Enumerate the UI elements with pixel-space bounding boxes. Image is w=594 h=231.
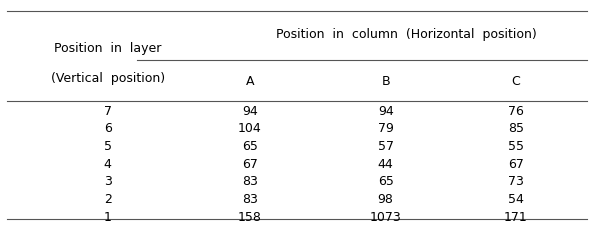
Text: 54: 54 xyxy=(508,192,524,205)
Text: 85: 85 xyxy=(508,122,524,135)
Text: 98: 98 xyxy=(378,192,394,205)
Text: 2: 2 xyxy=(104,192,112,205)
Text: 6: 6 xyxy=(104,122,112,135)
Text: 1073: 1073 xyxy=(370,210,402,223)
Text: 67: 67 xyxy=(242,157,258,170)
Text: B: B xyxy=(381,75,390,88)
Text: 104: 104 xyxy=(238,122,261,135)
Text: 171: 171 xyxy=(504,210,527,223)
Text: 65: 65 xyxy=(242,139,258,152)
Text: 94: 94 xyxy=(378,104,394,117)
Text: Position  in  layer: Position in layer xyxy=(54,42,162,55)
Text: 76: 76 xyxy=(508,104,524,117)
Text: 5: 5 xyxy=(104,139,112,152)
Text: Position  in  column  (Horizontal  position): Position in column (Horizontal position) xyxy=(276,28,537,41)
Text: 79: 79 xyxy=(378,122,394,135)
Text: 7: 7 xyxy=(104,104,112,117)
Text: 1: 1 xyxy=(104,210,112,223)
Text: 44: 44 xyxy=(378,157,394,170)
Text: 83: 83 xyxy=(242,175,258,188)
Text: 55: 55 xyxy=(508,139,524,152)
Text: 4: 4 xyxy=(104,157,112,170)
Text: 83: 83 xyxy=(242,192,258,205)
Text: 65: 65 xyxy=(378,175,394,188)
Text: 3: 3 xyxy=(104,175,112,188)
Text: A: A xyxy=(245,75,254,88)
Text: 73: 73 xyxy=(508,175,524,188)
Text: 67: 67 xyxy=(508,157,524,170)
Text: 57: 57 xyxy=(378,139,394,152)
Text: (Vertical  position): (Vertical position) xyxy=(50,71,165,84)
Text: 158: 158 xyxy=(238,210,261,223)
Text: 94: 94 xyxy=(242,104,258,117)
Text: C: C xyxy=(511,75,520,88)
